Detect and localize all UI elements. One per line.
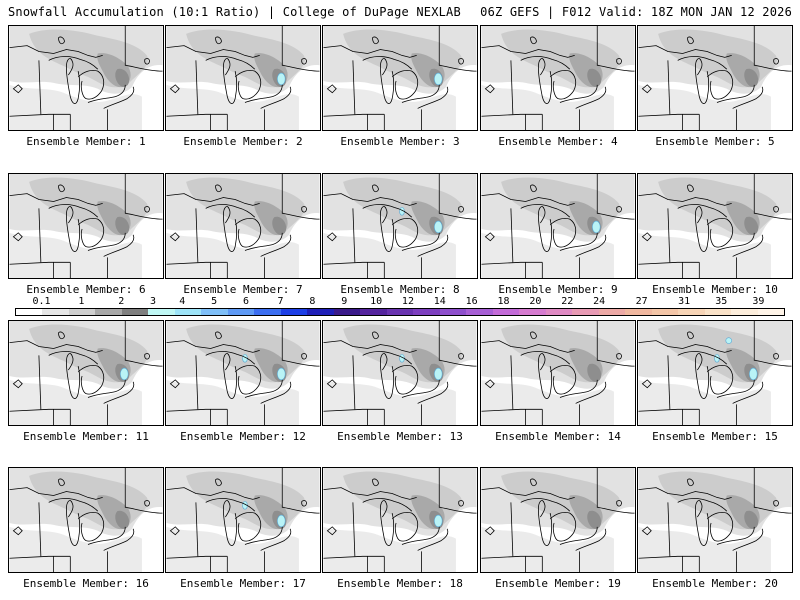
ensemble-map-panel xyxy=(637,25,793,131)
colorbar-swatch xyxy=(625,309,652,315)
colorbar-tick-label: 4 xyxy=(179,296,186,307)
colorbar-tick-label: 16 xyxy=(465,296,478,307)
ensemble-member-label: Ensemble Member: 11 xyxy=(23,430,149,443)
ensemble-member-label: Ensemble Member: 2 xyxy=(183,135,303,148)
colorbar-swatch xyxy=(704,309,732,315)
colorbar-swatch xyxy=(148,309,175,315)
colorbar-swatch xyxy=(519,309,546,315)
colorbar-swatch xyxy=(386,309,414,315)
ensemble-member-label: Ensemble Member: 13 xyxy=(337,430,463,443)
colorbar-swatch xyxy=(280,309,308,315)
colorbar-tick-label: 22 xyxy=(561,296,574,307)
ensemble-map-panel xyxy=(322,173,478,279)
ensemble-map-panel xyxy=(165,467,321,573)
colorbar-tick-label: 20 xyxy=(529,296,542,307)
ensemble-map-panel xyxy=(480,320,636,426)
colorbar-swatch xyxy=(307,309,334,315)
colorbar-swatch xyxy=(360,309,387,315)
colorbar-swatch xyxy=(545,309,573,315)
ensemble-map-panel xyxy=(637,467,793,573)
colorbar-tick-label: 5 xyxy=(211,296,218,307)
colorbar-swatch xyxy=(651,309,679,315)
colorbar-swatch xyxy=(95,309,122,315)
colorbar-tick-label: 12 xyxy=(401,296,414,307)
ensemble-map-panel xyxy=(480,467,636,573)
ensemble-map-panel xyxy=(480,173,636,279)
colorbar-tick-label: 2 xyxy=(118,296,125,307)
ensemble-member-label: Ensemble Member: 6 xyxy=(26,283,146,296)
colorbar-tick-label: 10 xyxy=(370,296,383,307)
colorbar-tick-label: 14 xyxy=(433,296,446,307)
ensemble-map-panel xyxy=(165,320,321,426)
ensemble-map-panel xyxy=(637,173,793,279)
colorbar-swatch xyxy=(16,309,43,315)
ensemble-member-label: Ensemble Member: 3 xyxy=(340,135,460,148)
ensemble-map-panel xyxy=(322,467,478,573)
colorbar-tick-label: 31 xyxy=(678,296,691,307)
colorbar-tick-label: 9 xyxy=(341,296,348,307)
colorbar-tick-label: 27 xyxy=(635,296,648,307)
colorbar-swatch xyxy=(439,309,467,315)
run-valid-time: 06Z GEFS | F012 Valid: 18Z MON JAN 12 20… xyxy=(480,5,792,19)
ensemble-member-label: Ensemble Member: 4 xyxy=(498,135,618,148)
colorbar-swatch xyxy=(68,309,96,315)
ensemble-map-panel xyxy=(322,25,478,131)
ensemble-member-label: Ensemble Member: 7 xyxy=(183,283,303,296)
colorbar-swatch xyxy=(757,309,785,315)
colorbar-swatch xyxy=(42,309,69,315)
ensemble-member-label: Ensemble Member: 14 xyxy=(495,430,621,443)
colorbar-swatch xyxy=(201,309,228,315)
colorbar-swatch xyxy=(227,309,255,315)
colorbar-swatch xyxy=(572,309,599,315)
colorbar-swatch xyxy=(678,309,705,315)
ensemble-map-panel xyxy=(637,320,793,426)
colorbar-labels: 0.1 1 2 3 4 5 6 7 8 9 10 12 14 16 18 20 22 24 27 31 35 39 xyxy=(15,296,785,308)
colorbar-swatch xyxy=(731,309,758,315)
colorbar-swatch xyxy=(598,309,626,315)
ensemble-member-label: Ensemble Member: 9 xyxy=(498,283,618,296)
colorbar-swatch xyxy=(466,309,493,315)
ensemble-map-panel xyxy=(165,173,321,279)
snowfall-colorbar xyxy=(15,308,785,316)
colorbar-tick-label: 1 xyxy=(78,296,85,307)
colorbar-tick-label: 18 xyxy=(497,296,510,307)
ensemble-member-label: Ensemble Member: 1 xyxy=(26,135,146,148)
ensemble-map-panel xyxy=(8,25,164,131)
ensemble-map-panel xyxy=(8,467,164,573)
ensemble-member-label: Ensemble Member: 16 xyxy=(23,577,149,590)
ensemble-member-label: Ensemble Member: 20 xyxy=(652,577,778,590)
colorbar-swatch xyxy=(333,309,361,315)
ensemble-map-panel xyxy=(165,25,321,131)
map-title: Snowfall Accumulation (10:1 Ratio) | Col… xyxy=(8,5,461,19)
colorbar-swatch xyxy=(121,309,149,315)
colorbar-tick-label: 35 xyxy=(715,296,728,307)
colorbar-tick-label: 6 xyxy=(242,296,250,307)
colorbar-tick-label: 24 xyxy=(593,296,606,307)
ensemble-map-panel xyxy=(8,173,164,279)
ensemble-map-panel xyxy=(322,320,478,426)
colorbar-tick-label: 0.1 xyxy=(32,296,51,307)
ensemble-map-panel xyxy=(8,320,164,426)
ensemble-member-label: Ensemble Member: 19 xyxy=(495,577,621,590)
colorbar-tick-label: 39 xyxy=(752,296,765,307)
ensemble-member-label: Ensemble Member: 5 xyxy=(655,135,775,148)
ensemble-member-label: Ensemble Member: 15 xyxy=(652,430,778,443)
colorbar-swatch xyxy=(254,309,281,315)
colorbar-swatch xyxy=(492,309,520,315)
colorbar-tick-label: 8 xyxy=(309,296,316,307)
ensemble-member-label: Ensemble Member: 12 xyxy=(180,430,306,443)
colorbar-tick-label: 7 xyxy=(277,296,284,307)
ensemble-member-label: Ensemble Member: 10 xyxy=(652,283,778,296)
colorbar-tick-label: 3 xyxy=(150,296,157,307)
ensemble-map-panel xyxy=(480,25,636,131)
colorbar-swatch xyxy=(413,309,440,315)
ensemble-member-label: Ensemble Member: 17 xyxy=(180,577,306,590)
ensemble-member-label: Ensemble Member: 18 xyxy=(337,577,463,590)
colorbar-swatch xyxy=(174,309,202,315)
ensemble-member-label: Ensemble Member: 8 xyxy=(340,283,460,296)
